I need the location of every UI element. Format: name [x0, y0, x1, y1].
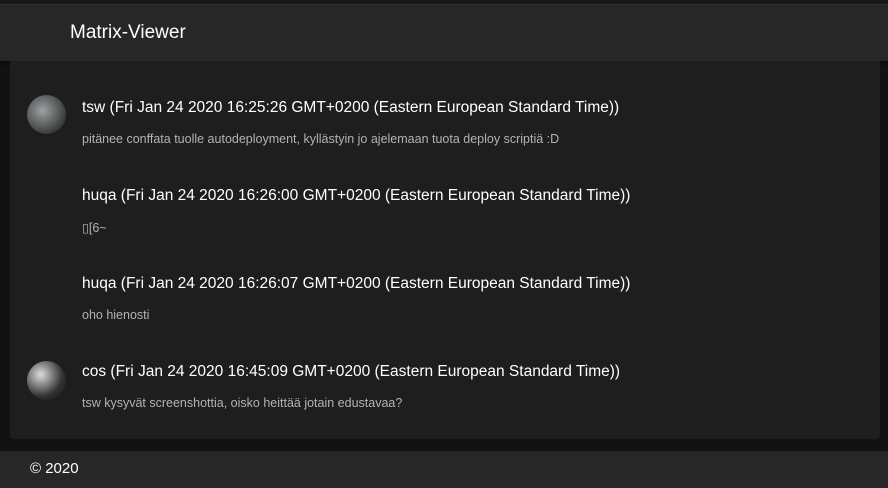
message-list: tsw (Fri Jan 24 2020 16:25:26 GMT+0200 (…: [10, 61, 880, 439]
copyright: © 2020: [30, 460, 79, 477]
avatar-tsw[interactable]: [27, 95, 66, 134]
avatar-cos[interactable]: [27, 361, 66, 400]
message-body: pitänee conffata tuolle autodeployment, …: [82, 132, 560, 146]
message-author: cos (Fri Jan 24 2020 16:45:09 GMT+0200 (…: [82, 363, 621, 380]
message-body: tsw kysyvät screenshottia, oisko heittää…: [82, 396, 403, 410]
message-author: tsw (Fri Jan 24 2020 16:25:26 GMT+0200 (…: [82, 99, 620, 116]
message-body: ▯[6~: [82, 221, 107, 235]
top-strip: [0, 0, 888, 5]
footer: © 2020: [0, 451, 888, 488]
message-author: huqa (Fri Jan 24 2020 16:26:00 GMT+0200 …: [82, 187, 631, 204]
message-body: oho hienosti: [82, 308, 150, 322]
app-title: Matrix-Viewer: [70, 22, 186, 43]
app-header: Matrix-Viewer: [0, 5, 888, 61]
message-author: huqa (Fri Jan 24 2020 16:26:07 GMT+0200 …: [82, 275, 631, 292]
